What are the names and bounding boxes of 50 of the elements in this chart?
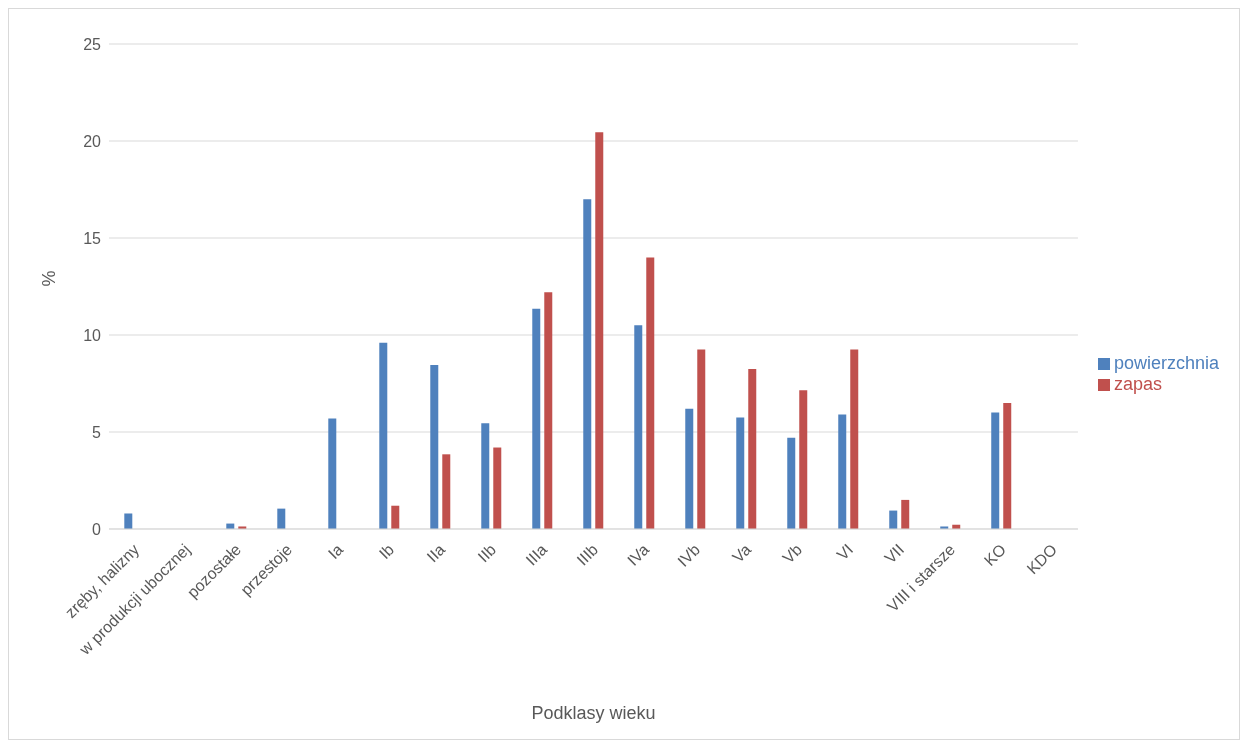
- bar: [838, 414, 847, 529]
- x-tick-label: Va: [729, 540, 755, 566]
- bar: [736, 417, 745, 529]
- legend-label: zapas: [1113, 374, 1162, 394]
- bar: [391, 505, 400, 529]
- bar: [481, 423, 490, 529]
- y-tick-label: 15: [83, 229, 102, 247]
- y-tick-label: 25: [83, 35, 102, 53]
- bar: [799, 390, 808, 529]
- x-tick-label: Vb: [779, 540, 806, 567]
- bar: [634, 325, 643, 529]
- bar: [1003, 402, 1012, 529]
- bar: [748, 368, 757, 529]
- bar: [697, 349, 706, 529]
- y-axis-title: %: [39, 270, 60, 287]
- x-tick-label: IIIa: [522, 540, 551, 569]
- bar: [277, 508, 286, 529]
- bar: [544, 292, 553, 529]
- bar: [583, 199, 592, 529]
- bar: [850, 349, 859, 529]
- y-tick-label: 20: [83, 132, 102, 150]
- bar: [379, 342, 388, 529]
- bar: [685, 408, 694, 529]
- bar: [442, 454, 451, 529]
- x-tick-label: Ib: [375, 540, 398, 563]
- x-tick-label: IVa: [624, 540, 653, 569]
- x-tick-label: VI: [833, 540, 857, 564]
- x-axis-title: Podklasy wieku: [531, 703, 656, 723]
- bar: [991, 412, 1000, 529]
- bar: [646, 257, 655, 529]
- x-tick-label: IIb: [474, 540, 500, 566]
- y-tick-label: 0: [92, 520, 102, 538]
- bar: [328, 418, 337, 529]
- bar: [595, 132, 604, 529]
- x-tick-label: IIa: [423, 540, 449, 566]
- x-tick-label: KO: [980, 540, 1010, 570]
- bar: [787, 437, 796, 529]
- y-tick-label: 10: [83, 326, 102, 344]
- bar: [430, 365, 439, 529]
- bar: [532, 308, 541, 529]
- y-tick-label: 5: [92, 423, 102, 441]
- legend-label: powierzchnia: [1113, 353, 1219, 373]
- x-tick-label: IVb: [674, 540, 704, 570]
- x-tick-label: IIIb: [573, 540, 602, 569]
- bar: [493, 447, 502, 529]
- x-tick-label: VII: [881, 540, 908, 567]
- bar: [889, 510, 898, 529]
- bar: [124, 513, 133, 529]
- x-tick-label: Ia: [324, 540, 347, 563]
- bar: [901, 499, 910, 529]
